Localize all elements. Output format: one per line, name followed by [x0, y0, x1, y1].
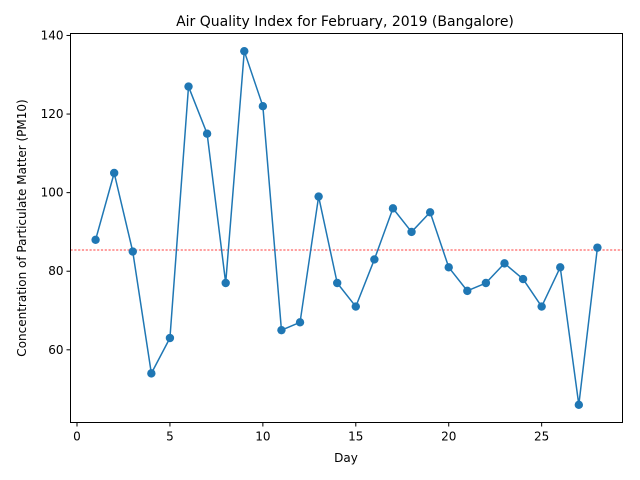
data-point	[184, 82, 193, 91]
x-tick-label: 0	[73, 430, 81, 444]
data-point	[425, 208, 435, 217]
data-point	[109, 168, 119, 178]
y-tick-label: 120	[41, 107, 64, 121]
series-line	[94, 50, 599, 406]
data-point	[444, 263, 453, 272]
data-point	[537, 302, 546, 311]
data-point	[481, 278, 491, 288]
data-point	[240, 46, 249, 56]
data-point	[333, 278, 342, 288]
y-tick-label: 100	[41, 186, 64, 200]
data-point	[91, 235, 100, 244]
x-tick-label: 25	[534, 430, 549, 444]
data-point	[593, 243, 602, 252]
y-tick-label: 60	[48, 343, 63, 357]
data-point	[518, 274, 528, 284]
data-point	[128, 247, 137, 256]
x-tick-label: 10	[255, 430, 270, 444]
x-tick-label: 5	[166, 430, 174, 444]
data-point	[574, 400, 584, 410]
x-axis-label: Day	[334, 451, 358, 465]
data-point	[295, 318, 305, 327]
data-point	[407, 227, 416, 237]
data-point	[370, 255, 379, 264]
y-tick-label: 140	[41, 28, 64, 42]
data-point	[147, 369, 156, 378]
data-point	[165, 333, 175, 343]
data-point	[500, 259, 509, 268]
y-axis-label: Concentration of Particulate Matter (PM1…	[15, 99, 29, 356]
x-tick-label: 15	[348, 430, 363, 444]
y-tick-label: 80	[48, 264, 63, 278]
data-point	[388, 204, 398, 213]
data-point	[556, 263, 565, 272]
chart-title: Air Quality Index for February, 2019 (Ba…	[176, 14, 514, 30]
data-point	[277, 325, 286, 335]
data-point	[463, 286, 472, 296]
data-point	[202, 129, 212, 138]
data-point	[314, 192, 323, 201]
data-point	[258, 101, 268, 111]
plot-frame	[70, 33, 623, 423]
data-point	[221, 278, 230, 288]
x-tick-label: 20	[441, 430, 456, 444]
data-point	[351, 302, 360, 311]
